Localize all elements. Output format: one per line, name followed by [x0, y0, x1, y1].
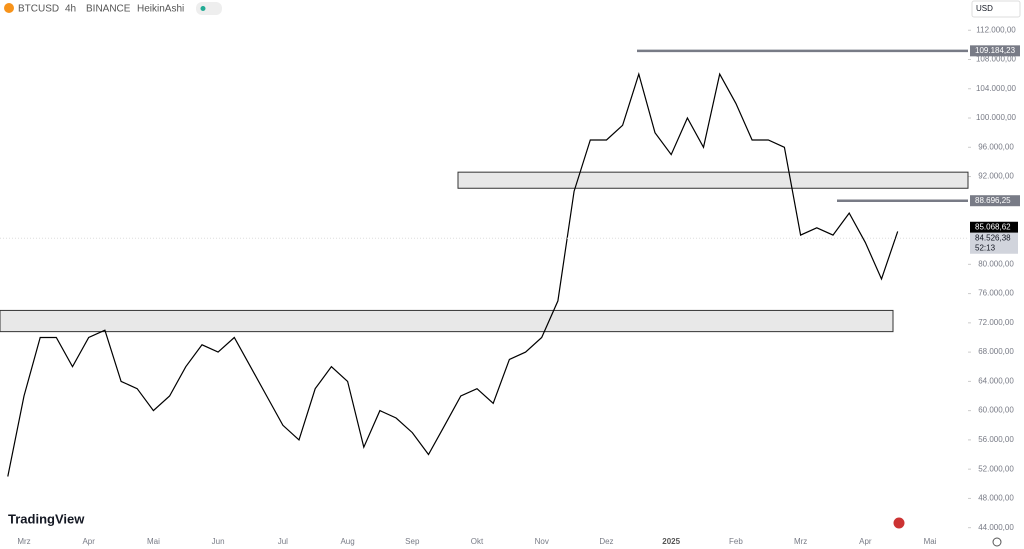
y-tick-label: 68.000,00: [978, 347, 1014, 356]
zone: [0, 309, 894, 333]
status-pill[interactable]: [196, 2, 222, 15]
x-tick-label: Mai: [147, 537, 160, 546]
x-tick-label: Jul: [278, 537, 288, 546]
settings-icon[interactable]: [992, 537, 1002, 547]
y-tick-label: 52.000,00: [978, 464, 1014, 473]
y-tick-label: 76.000,00: [978, 289, 1014, 298]
symbol: BTCUSD: [18, 4, 59, 15]
level-label: 109.184,23: [975, 46, 1016, 55]
y-tick-label: 92.000,00: [978, 172, 1014, 181]
x-tick-label: Mrz: [794, 537, 807, 546]
currency-select[interactable]: [971, 0, 1021, 18]
y-tick-label: 80.000,00: [978, 259, 1014, 268]
y-tick-label: 104.000,00: [976, 84, 1017, 93]
x-tick-label: Mai: [924, 537, 937, 546]
last-price-label: 85.068,62: [975, 222, 1011, 231]
y-tick-label: 48.000,00: [978, 494, 1014, 503]
y-tick-label: 100.000,00: [976, 113, 1017, 122]
status-dot: [200, 6, 206, 11]
x-tick-label: Sep: [405, 537, 420, 546]
coin-icon: [4, 3, 14, 13]
x-tick-label: 2025: [662, 537, 680, 546]
y-tick-label: 60.000,00: [978, 406, 1014, 415]
last-price-tag: [970, 221, 1018, 233]
y-tick-label: 112.000,00: [976, 25, 1016, 34]
chart-style: HeikinAshi: [137, 4, 184, 15]
x-tick-label: Okt: [471, 537, 484, 546]
close-price-tag: [970, 232, 1018, 254]
interval: 4h: [65, 4, 76, 15]
x-tick-label: Mrz: [17, 537, 30, 546]
y-tick-label: 96.000,00: [978, 142, 1014, 151]
level-tag: [970, 195, 1020, 207]
level-label: 88.696,25: [975, 196, 1011, 205]
zone: [457, 171, 969, 189]
x-tick-label: Apr: [82, 537, 95, 546]
x-tick-label: Apr: [859, 537, 872, 546]
x-tick-label: Nov: [535, 537, 549, 546]
countdown: 52:13: [975, 243, 996, 252]
y-tick-label: 72.000,00: [978, 318, 1014, 327]
x-tick-label: Dez: [599, 537, 613, 546]
y-tick-label: 44.000,00: [978, 523, 1014, 532]
exchange: BINANCE: [86, 4, 131, 15]
level-tag: [970, 45, 1020, 57]
y-tick-label: 108.000,00: [976, 55, 1017, 64]
close-price-label: 84.526,38: [975, 233, 1011, 242]
brand: TradingView: [8, 511, 85, 526]
x-tick-label: Jun: [212, 537, 225, 546]
currency: USD: [976, 4, 993, 13]
flag-icon: [892, 516, 906, 530]
y-tick-label: 64.000,00: [978, 376, 1014, 385]
x-tick-label: Aug: [340, 537, 354, 546]
x-tick-label: Feb: [729, 537, 743, 546]
price-line: [7, 71, 899, 477]
y-tick-label: 56.000,00: [978, 435, 1014, 444]
